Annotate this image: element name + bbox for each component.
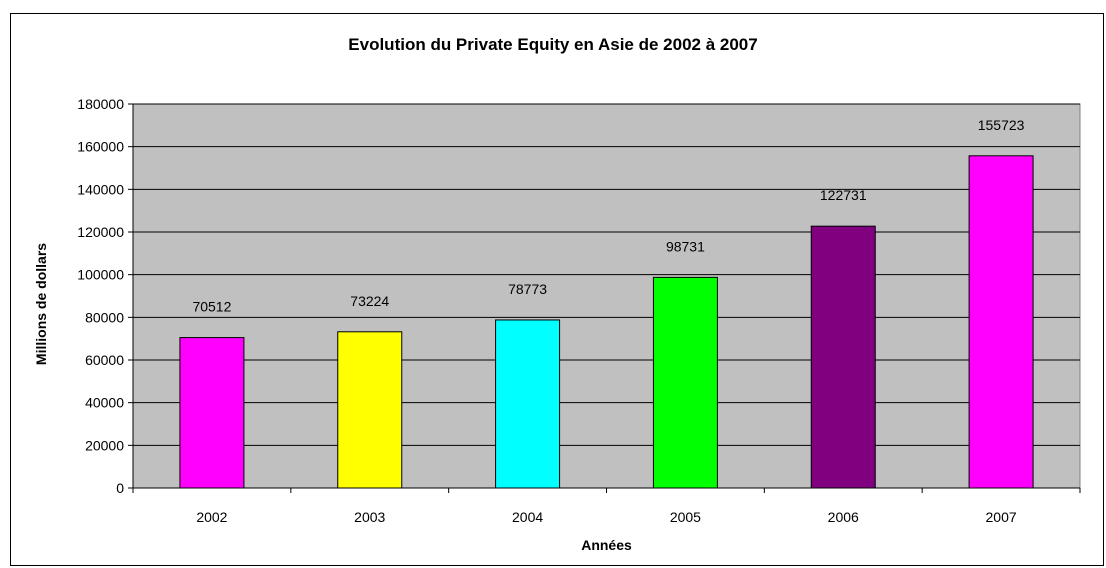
axes	[128, 103, 1081, 493]
bar-2002	[179, 337, 245, 489]
data-label-2002: 70512	[192, 299, 231, 315]
x-tick-label: 2007	[986, 509, 1017, 525]
y-tick-label: 0	[116, 480, 124, 496]
data-label-2003: 73224	[350, 293, 389, 309]
bar-2007	[968, 155, 1034, 489]
labels: 0 20000 40000 60000 80000 100000 120000 140000 1…	[77, 96, 1024, 525]
data-label-2007: 155723	[978, 117, 1025, 133]
y-tick-label: 160000	[77, 139, 124, 155]
x-tick-label: 2006	[828, 509, 859, 525]
y-tick-label: 100000	[77, 267, 124, 283]
y-tick-label: 120000	[77, 224, 124, 240]
bar-2005	[652, 276, 718, 489]
x-axis-title: Années	[581, 537, 632, 553]
y-tick-label: 20000	[85, 437, 124, 453]
x-tick-label: 2005	[670, 509, 701, 525]
y-tick-label: 180000	[77, 96, 124, 112]
plot-area	[132, 103, 1081, 489]
y-tick-label: 40000	[85, 395, 124, 411]
x-tick-label: 2002	[196, 509, 227, 525]
y-tick-label: 80000	[85, 309, 124, 325]
data-label-2004: 78773	[508, 281, 547, 297]
x-tick-label: 2003	[354, 509, 385, 525]
y-axis-title: Millions de dollars	[33, 243, 49, 365]
data-label-2005: 98731	[666, 238, 705, 254]
data-label-2006: 122731	[820, 187, 867, 203]
x-tick-label: 2004	[512, 509, 543, 525]
bar-2006	[810, 225, 876, 489]
bar-2003	[337, 331, 403, 489]
y-tick-label: 140000	[77, 181, 124, 197]
gridlines	[133, 103, 1080, 446]
chart-title: Evolution du Private Equity en Asie de 2…	[348, 35, 758, 54]
y-tick-label: 60000	[85, 352, 124, 368]
bar-2004	[495, 319, 561, 489]
bars	[179, 155, 1034, 489]
